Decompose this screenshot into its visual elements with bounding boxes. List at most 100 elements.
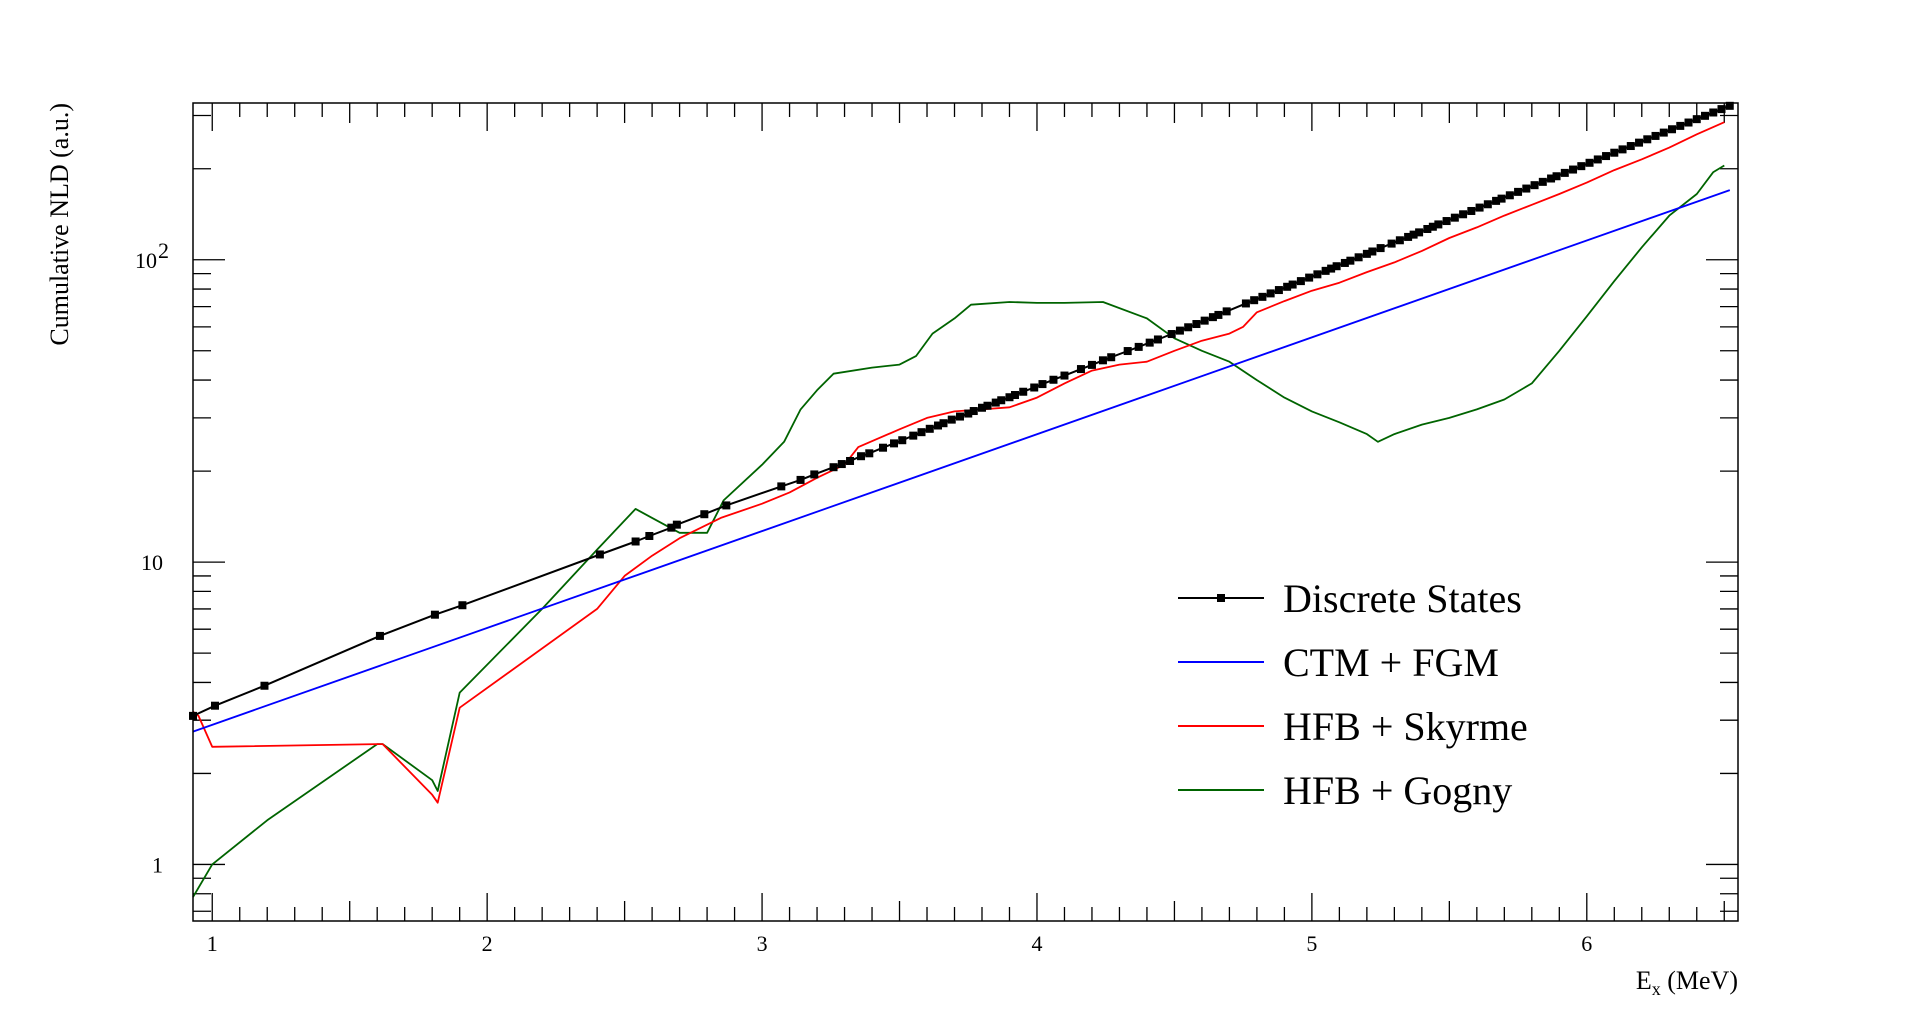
plot-frame: [192, 102, 1739, 922]
data-point: [1530, 181, 1539, 190]
data-point: [1692, 115, 1701, 124]
data-point: [1569, 165, 1578, 174]
data-point: [1376, 244, 1385, 253]
data-point: [1005, 393, 1014, 402]
data-point: [1153, 335, 1162, 344]
legend: Discrete States CTM + FGM HFB + Skyrme HFB …: [1178, 576, 1528, 813]
data-point: [1076, 365, 1085, 374]
data-point: [925, 424, 934, 433]
data-point: [1618, 145, 1627, 154]
data-point: [1167, 330, 1176, 339]
data-point: [1214, 310, 1223, 319]
series-line-ctm-fgm: [192, 189, 1731, 733]
series-markers: [189, 101, 1734, 720]
x-tick-label-5: 5: [1306, 931, 1317, 956]
data-point: [1593, 155, 1602, 164]
data-point: [1659, 128, 1668, 137]
data-point: [1467, 206, 1476, 215]
data-point: [1505, 191, 1514, 200]
data-point: [672, 520, 681, 529]
y-axis-title: Cumulative NLD (a.u.): [45, 103, 74, 346]
data-point: [1010, 391, 1019, 400]
data-point: [1296, 277, 1305, 286]
data-point: [909, 431, 918, 440]
data-point: [857, 452, 866, 461]
data-point: [934, 421, 943, 430]
data-point: [1577, 162, 1586, 171]
legend-label-discrete-states: Discrete States: [1283, 576, 1522, 621]
data-point: [1483, 200, 1492, 209]
data-point: [1415, 228, 1424, 237]
data-point: [1098, 356, 1107, 365]
data-point: [1387, 239, 1396, 248]
legend-marker-discrete-states: [1217, 594, 1225, 602]
data-point: [1709, 108, 1718, 117]
data-point: [1643, 135, 1652, 144]
data-point: [1676, 121, 1685, 130]
x-tick-label-3: 3: [757, 931, 768, 956]
data-point: [1134, 342, 1143, 351]
legend-label-ctm-fgm: CTM + FGM: [1283, 640, 1499, 685]
x-tick-label-6: 6: [1581, 931, 1592, 956]
x-axis-title-main: E: [1636, 966, 1652, 995]
data-point: [1087, 360, 1096, 369]
data-point: [1497, 194, 1506, 203]
y-tick-label-3: 10: [135, 248, 157, 273]
data-point: [1368, 247, 1377, 256]
data-point: [1668, 125, 1677, 134]
data-point: [1585, 158, 1594, 167]
y-tick-label-2: 10: [141, 550, 163, 575]
data-point: [1030, 383, 1039, 392]
data-point: [722, 501, 731, 510]
data-point: [1522, 184, 1531, 193]
data-point: [1404, 232, 1413, 241]
data-point: [1274, 286, 1283, 295]
data-point: [1332, 262, 1341, 271]
data-point: [1610, 148, 1619, 157]
data-point: [667, 523, 676, 532]
x-axis-title-unit: (MeV): [1661, 966, 1738, 995]
data-point: [1258, 292, 1267, 301]
y-tick-label-exponent-3: 2: [158, 238, 169, 263]
data-point: [1313, 270, 1322, 279]
data-point: [1635, 138, 1644, 147]
legend-label-hfb-skyrme: HFB + Skyrme: [1283, 704, 1528, 749]
data-point: [1552, 172, 1561, 181]
data-point: [1305, 273, 1314, 282]
data-point: [1442, 217, 1451, 226]
data-point: [1395, 236, 1404, 245]
data-point: [969, 407, 978, 416]
data-point: [1450, 213, 1459, 222]
data-point: [964, 409, 973, 418]
data-point: [1514, 187, 1523, 196]
data-point: [1123, 347, 1132, 356]
data-point: [947, 415, 956, 424]
data-point: [991, 398, 1000, 407]
data-point: [898, 436, 907, 445]
data-point: [1321, 266, 1330, 275]
data-point: [260, 681, 269, 690]
data-point: [977, 403, 986, 412]
data-point: [1175, 326, 1184, 335]
data-point: [1145, 338, 1154, 347]
data-point: [1538, 177, 1547, 186]
data-point: [879, 443, 888, 452]
data-point: [1283, 282, 1292, 291]
series-line-hfb-skyrme: [192, 121, 1725, 804]
x-axis-title-subscript: x: [1652, 979, 1661, 999]
data-point: [917, 428, 926, 437]
data-point: [1200, 316, 1209, 325]
x-tick-label-2: 2: [482, 931, 493, 956]
data-point: [595, 550, 604, 559]
data-point: [1241, 299, 1250, 308]
data-point: [1060, 371, 1069, 380]
data-point: [1107, 353, 1116, 362]
data-point: [1049, 375, 1058, 384]
data-point: [1208, 313, 1217, 322]
data-point: [1701, 111, 1710, 120]
data-point: [430, 610, 439, 619]
data-point: [956, 412, 965, 421]
